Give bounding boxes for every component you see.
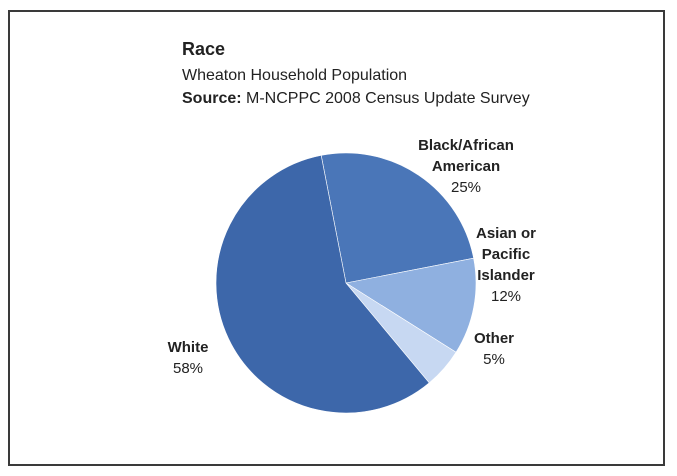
- slice-label-name: Pacific: [481, 246, 531, 263]
- pie-slice-black-african-american: [320, 152, 474, 284]
- slice-label-white: White 58%: [168, 337, 209, 379]
- chart-source: Source: M-NCPPC 2008 Census Update Surve…: [182, 87, 530, 110]
- slice-label-name: Black/African: [418, 137, 514, 154]
- slice-label-black-african-american: Black/African American 25%: [418, 135, 514, 198]
- slice-label-name: Asian or: [475, 225, 537, 242]
- slice-label-other: Other 5%: [474, 328, 514, 370]
- slice-label-name: American: [431, 158, 501, 175]
- slice-label-asian-or-pacific-islander: Asian or Pacific Islander 12%: [476, 223, 536, 307]
- pie-slice-white: [215, 155, 430, 414]
- chart-header: Race Wheaton Household Population Source…: [182, 38, 530, 110]
- chart-frame: Race Wheaton Household Population Source…: [8, 10, 665, 466]
- chart-title: Race: [182, 39, 226, 59]
- slice-label-percent: 5%: [483, 351, 505, 368]
- pie-chart: [215, 152, 477, 414]
- slice-label-name: White: [167, 339, 209, 356]
- pie-slice-asian-or-pacific-islander: [345, 257, 477, 353]
- slice-label-name: Other: [473, 330, 515, 347]
- pie-slices: [215, 152, 477, 414]
- chart-source-label: Source:: [182, 90, 242, 107]
- slice-label-percent: 58%: [172, 360, 204, 377]
- slice-label-percent: 12%: [490, 288, 522, 305]
- slice-label-name: Islander: [477, 267, 535, 284]
- chart-subtitle: Wheaton Household Population: [182, 67, 408, 84]
- slice-label-percent: 25%: [450, 179, 482, 196]
- chart-source-text: M-NCPPC 2008 Census Update Survey: [241, 90, 530, 107]
